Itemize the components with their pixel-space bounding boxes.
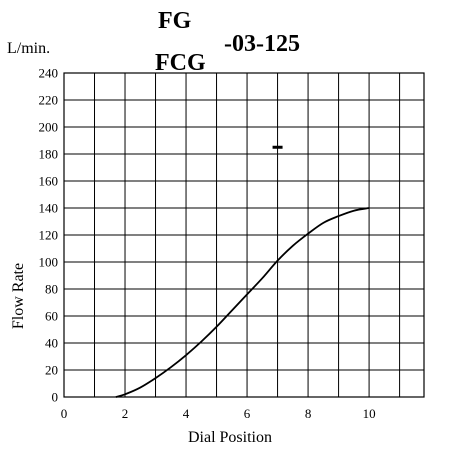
flow-rate-curve [115,207,370,398]
x-tick-label: 2 [122,406,129,421]
plot-frame [63,72,425,398]
y-tick-label: 180 [39,147,59,162]
title-line-1: FG [158,8,192,34]
y-tick-label: 140 [39,201,59,216]
y-tick-label: 60 [45,309,58,324]
x-tick-label: 8 [305,406,312,421]
y-tick-label: 240 [39,66,59,81]
horizontal-gridlines [64,99,424,371]
y-tick-label: 200 [39,120,59,135]
y-tick-label: 20 [45,363,58,378]
x-tick-label: 0 [61,406,68,421]
x-tick-label: 4 [183,406,190,421]
y-tick-label: 80 [45,282,58,297]
y-axis-title: Flow Rate [10,263,27,329]
y-tick-label: 160 [39,174,59,189]
y-tick-label: 220 [39,93,59,108]
y-unit-label: L/min. [7,40,50,57]
title-line-2: FCG [155,50,206,76]
y-tick-label: 0 [52,390,59,405]
y-tick-label: 100 [39,255,59,270]
x-tick-label: 6 [244,406,251,421]
x-axis-title: Dial Position [188,429,272,446]
y-tick-label: 120 [39,228,59,243]
x-tick-label: 10 [363,406,376,421]
y-tick-label: 40 [45,336,58,351]
x-tick-labels: 0 2 4 6 8 10 [61,406,376,421]
y-tick-labels: 0 20 40 60 80 100 120 140 160 180 200 220 240 [39,66,59,405]
title-suffix: -03-125 [224,31,300,57]
